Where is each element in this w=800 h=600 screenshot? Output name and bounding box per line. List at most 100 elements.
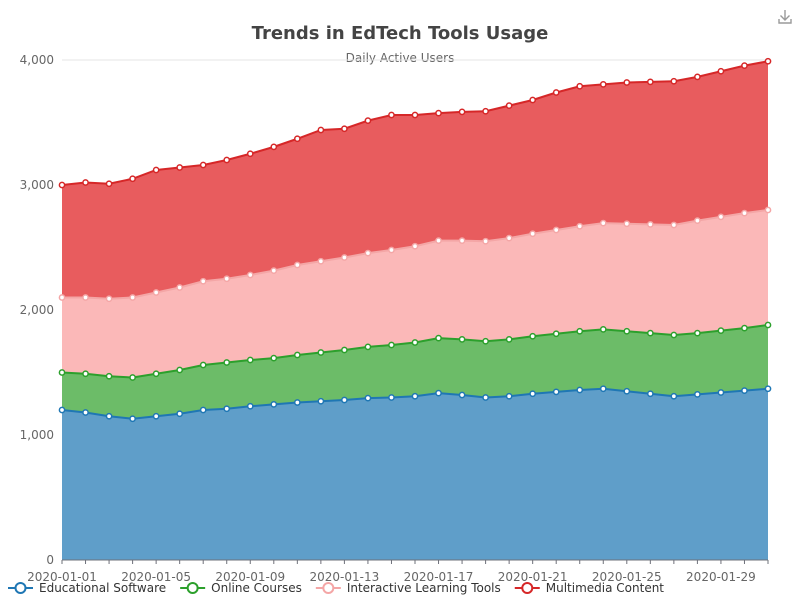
- data-point[interactable]: [293, 351, 301, 359]
- data-point[interactable]: [694, 391, 701, 398]
- data-point[interactable]: [82, 370, 89, 378]
- data-point[interactable]: [670, 221, 678, 229]
- data-point[interactable]: [317, 397, 325, 405]
- data-point[interactable]: [694, 73, 701, 81]
- data-point[interactable]: [529, 230, 537, 238]
- data-point[interactable]: [82, 294, 89, 301]
- data-point[interactable]: [764, 385, 772, 393]
- data-point[interactable]: [341, 125, 348, 133]
- data-point[interactable]: [317, 257, 325, 265]
- data-point[interactable]: [623, 387, 631, 395]
- data-point[interactable]: [764, 321, 772, 329]
- data-point[interactable]: [388, 111, 395, 119]
- data-point[interactable]: [482, 337, 489, 345]
- data-point[interactable]: [646, 221, 654, 228]
- data-point[interactable]: [199, 406, 207, 414]
- data-point[interactable]: [552, 89, 560, 96]
- data-point[interactable]: [223, 275, 231, 283]
- data-point[interactable]: [529, 390, 537, 398]
- data-point[interactable]: [388, 341, 395, 349]
- legend-item-0[interactable]: Educational Software: [8, 581, 166, 595]
- data-point[interactable]: [317, 349, 325, 356]
- data-point[interactable]: [270, 143, 278, 151]
- data-point[interactable]: [458, 237, 466, 244]
- data-point[interactable]: [576, 82, 584, 90]
- data-point[interactable]: [270, 354, 278, 362]
- data-point[interactable]: [505, 102, 513, 109]
- data-point[interactable]: [435, 237, 442, 244]
- data-point[interactable]: [458, 336, 466, 343]
- data-point[interactable]: [599, 219, 607, 227]
- data-point[interactable]: [458, 108, 466, 116]
- data-point[interactable]: [293, 399, 301, 406]
- data-point[interactable]: [552, 226, 560, 234]
- data-point[interactable]: [129, 415, 136, 423]
- data-point[interactable]: [623, 327, 631, 335]
- data-point[interactable]: [741, 324, 748, 332]
- data-point[interactable]: [246, 271, 254, 279]
- data-point[interactable]: [552, 330, 560, 338]
- data-point[interactable]: [293, 261, 301, 269]
- data-point[interactable]: [129, 175, 136, 183]
- data-point[interactable]: [717, 213, 725, 221]
- data-point[interactable]: [741, 209, 748, 217]
- data-point[interactable]: [599, 81, 607, 88]
- data-point[interactable]: [105, 295, 113, 303]
- data-point[interactable]: [646, 390, 654, 398]
- data-point[interactable]: [411, 242, 419, 250]
- legend-item-1[interactable]: Online Courses: [180, 581, 302, 595]
- data-point[interactable]: [176, 284, 184, 291]
- data-point[interactable]: [58, 406, 66, 414]
- data-point[interactable]: [482, 107, 489, 115]
- data-point[interactable]: [270, 267, 278, 274]
- data-point[interactable]: [764, 57, 772, 65]
- data-point[interactable]: [505, 392, 513, 400]
- data-point[interactable]: [152, 370, 160, 378]
- data-point[interactable]: [599, 326, 607, 333]
- data-point[interactable]: [364, 343, 372, 351]
- data-point[interactable]: [411, 339, 419, 346]
- data-point[interactable]: [223, 359, 231, 366]
- data-point[interactable]: [435, 389, 442, 397]
- data-point[interactable]: [741, 387, 748, 394]
- data-point[interactable]: [646, 78, 654, 86]
- data-point[interactable]: [105, 180, 113, 188]
- data-point[interactable]: [176, 366, 184, 374]
- data-point[interactable]: [58, 369, 66, 376]
- data-point[interactable]: [246, 402, 254, 410]
- data-point[interactable]: [176, 164, 184, 171]
- data-point[interactable]: [270, 401, 278, 408]
- data-point[interactable]: [388, 394, 395, 401]
- data-point[interactable]: [482, 237, 489, 245]
- data-point[interactable]: [529, 96, 537, 104]
- data-point[interactable]: [364, 394, 372, 402]
- data-point[interactable]: [623, 220, 631, 228]
- data-point[interactable]: [741, 62, 748, 69]
- data-point[interactable]: [411, 111, 419, 119]
- data-point[interactable]: [670, 392, 678, 400]
- data-point[interactable]: [435, 109, 442, 117]
- data-point[interactable]: [364, 249, 372, 257]
- data-point[interactable]: [341, 396, 348, 404]
- data-point[interactable]: [717, 67, 725, 75]
- data-point[interactable]: [199, 161, 207, 169]
- data-point[interactable]: [129, 294, 136, 301]
- data-point[interactable]: [223, 156, 231, 164]
- data-point[interactable]: [341, 254, 348, 261]
- data-point[interactable]: [576, 327, 584, 335]
- data-point[interactable]: [505, 336, 513, 343]
- data-point[interactable]: [529, 332, 537, 340]
- data-point[interactable]: [694, 329, 701, 337]
- data-point[interactable]: [646, 329, 654, 337]
- data-point[interactable]: [694, 217, 701, 224]
- data-point[interactable]: [576, 222, 584, 230]
- data-point[interactable]: [152, 289, 160, 296]
- data-point[interactable]: [717, 389, 725, 396]
- data-point[interactable]: [764, 206, 772, 214]
- data-point[interactable]: [82, 409, 89, 416]
- data-point[interactable]: [82, 179, 89, 186]
- data-point[interactable]: [152, 412, 160, 420]
- data-point[interactable]: [670, 77, 678, 85]
- data-point[interactable]: [58, 181, 66, 189]
- legend[interactable]: Educational Software Online Courses Intera…: [8, 581, 664, 595]
